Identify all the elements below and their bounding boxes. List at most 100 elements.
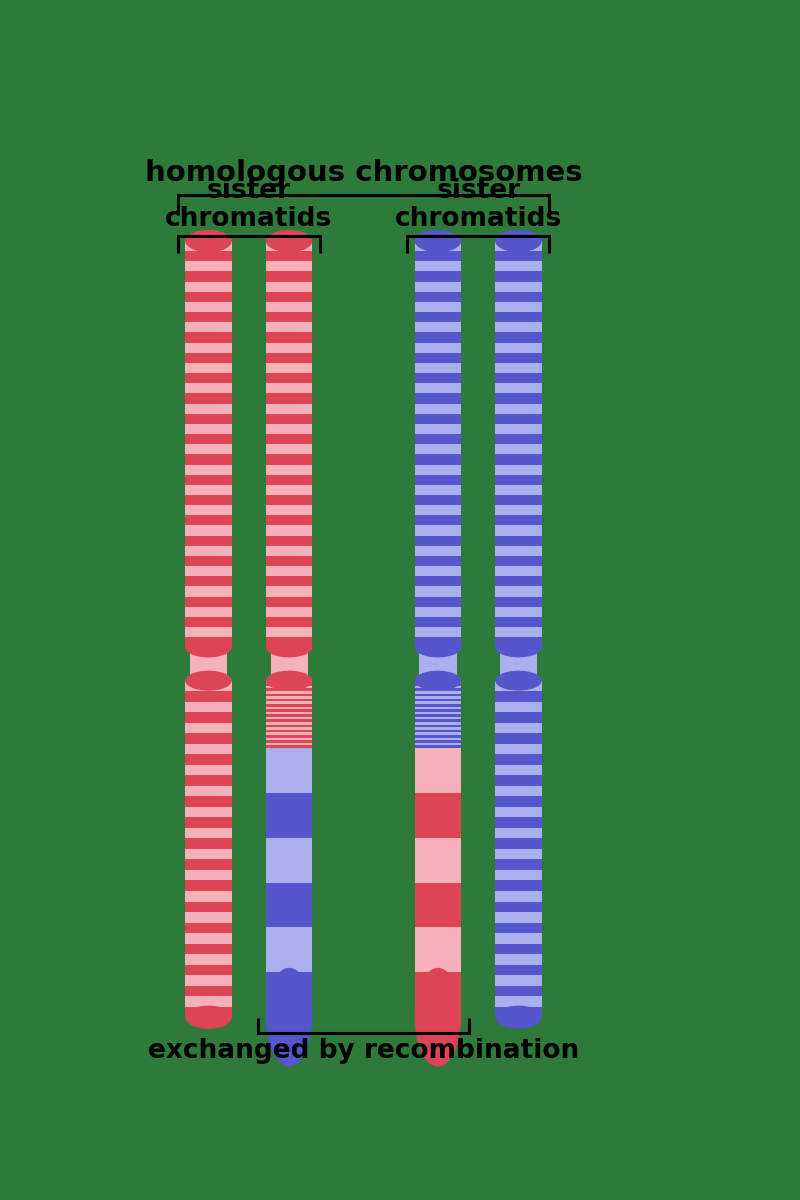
Bar	[414, 444, 461, 455]
Bar	[495, 954, 542, 965]
Bar	[266, 323, 312, 332]
Bar	[414, 282, 461, 292]
Bar	[186, 680, 232, 691]
Bar	[414, 727, 461, 730]
Bar	[266, 485, 312, 496]
Bar	[266, 628, 312, 637]
Bar	[190, 647, 227, 680]
Bar	[266, 546, 312, 556]
Bar	[186, 566, 232, 576]
Bar	[186, 744, 232, 755]
Bar	[495, 628, 542, 637]
Bar	[186, 996, 232, 1007]
Bar	[266, 444, 312, 455]
Bar	[186, 383, 232, 394]
Bar	[414, 707, 461, 709]
Bar	[495, 722, 542, 733]
Bar	[186, 302, 232, 312]
Bar	[266, 691, 312, 694]
Bar	[500, 647, 537, 680]
Bar	[186, 607, 232, 617]
Bar	[495, 403, 542, 414]
Bar	[414, 743, 461, 745]
Bar	[495, 241, 542, 251]
Bar	[186, 343, 232, 353]
Bar	[495, 828, 542, 839]
Bar	[419, 647, 457, 680]
Bar	[186, 282, 232, 292]
Bar	[414, 738, 461, 740]
Bar	[186, 262, 232, 271]
Bar	[414, 485, 461, 496]
Ellipse shape	[266, 671, 312, 691]
Bar	[495, 444, 542, 455]
Bar	[266, 838, 312, 882]
Bar	[186, 954, 232, 965]
Bar	[266, 424, 312, 434]
Bar	[266, 727, 312, 730]
Ellipse shape	[414, 671, 461, 691]
Bar	[414, 323, 461, 332]
Bar	[186, 722, 232, 733]
Bar	[266, 607, 312, 617]
Bar	[495, 526, 542, 535]
Bar	[266, 566, 312, 576]
Bar	[266, 403, 312, 414]
Bar	[495, 362, 542, 373]
Bar	[266, 686, 312, 689]
Bar	[266, 464, 312, 475]
Bar	[186, 241, 232, 647]
Bar	[266, 712, 312, 714]
Bar	[495, 566, 542, 576]
Bar	[186, 680, 232, 1018]
Bar	[414, 696, 461, 698]
Bar	[495, 241, 542, 647]
Bar	[186, 526, 232, 535]
Bar	[266, 282, 312, 292]
Bar	[495, 282, 542, 292]
Bar	[495, 996, 542, 1007]
Bar	[495, 485, 542, 496]
Bar	[186, 323, 232, 332]
Bar	[495, 848, 542, 859]
Ellipse shape	[266, 637, 312, 658]
Bar	[186, 870, 232, 881]
Bar	[495, 912, 542, 923]
Bar	[495, 680, 542, 691]
Text: sister
chromatids: sister chromatids	[394, 178, 562, 232]
Ellipse shape	[186, 1006, 232, 1028]
Bar	[266, 587, 312, 596]
Bar	[266, 383, 312, 394]
Ellipse shape	[495, 637, 542, 658]
Text: homologous chromosomes: homologous chromosomes	[145, 160, 582, 187]
Bar	[495, 744, 542, 755]
Bar	[414, 302, 461, 312]
Bar	[186, 702, 232, 713]
Bar	[266, 707, 312, 709]
Bar	[186, 485, 232, 496]
Bar	[266, 738, 312, 740]
Bar	[495, 934, 542, 943]
Bar	[266, 748, 312, 1018]
Bar	[414, 362, 461, 373]
Bar	[414, 680, 461, 748]
Bar	[495, 587, 542, 596]
Bar	[414, 566, 461, 576]
Bar	[186, 912, 232, 923]
Bar	[186, 464, 232, 475]
Bar	[414, 691, 461, 694]
Bar	[266, 526, 312, 535]
Ellipse shape	[414, 637, 461, 658]
Bar	[414, 241, 461, 647]
Bar	[186, 505, 232, 515]
Bar	[186, 403, 232, 414]
Bar	[495, 262, 542, 271]
Bar	[186, 424, 232, 434]
Bar	[186, 786, 232, 797]
Bar	[186, 444, 232, 455]
Bar	[414, 732, 461, 736]
Bar	[495, 505, 542, 515]
Bar	[495, 323, 542, 332]
Bar	[414, 748, 461, 1018]
Bar	[414, 628, 461, 637]
